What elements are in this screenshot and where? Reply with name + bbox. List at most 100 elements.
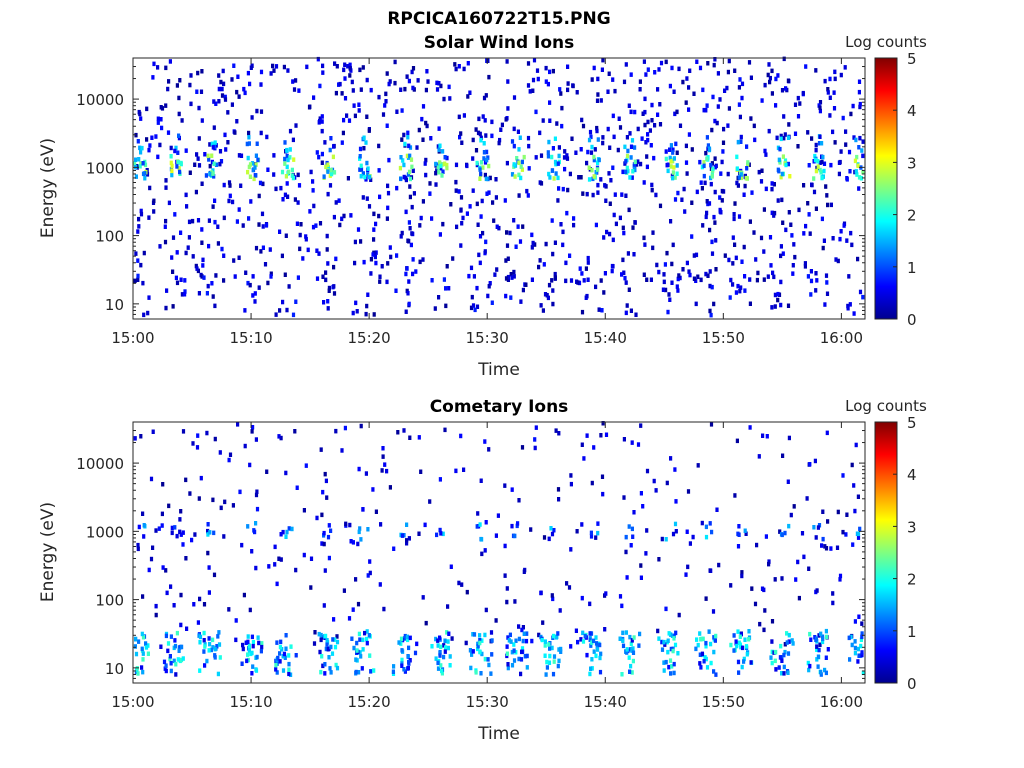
heatmap-cell bbox=[425, 69, 429, 74]
heatmap-cell bbox=[521, 224, 525, 229]
heatmap-cell bbox=[629, 641, 633, 647]
heatmap-cell bbox=[644, 140, 648, 145]
heatmap-cell bbox=[232, 63, 236, 68]
heatmap-cell bbox=[521, 638, 525, 644]
heatmap-cell bbox=[358, 526, 362, 531]
heatmap-cell bbox=[231, 199, 235, 205]
heatmap-cell bbox=[499, 127, 503, 132]
heatmap-cell bbox=[240, 661, 244, 666]
heatmap-cell bbox=[348, 522, 352, 528]
heatmap-cell bbox=[625, 165, 629, 171]
heatmap-cell bbox=[687, 132, 691, 137]
heatmap-cell bbox=[786, 78, 790, 83]
heatmap-cell bbox=[482, 150, 486, 155]
heatmap-cell bbox=[430, 644, 434, 649]
heatmap-cell bbox=[685, 76, 689, 81]
heatmap-cell bbox=[358, 146, 363, 152]
heatmap-cell bbox=[824, 628, 828, 634]
heatmap-cell bbox=[246, 657, 250, 663]
heatmap-cell bbox=[600, 474, 605, 479]
heatmap-cell bbox=[762, 627, 766, 633]
heatmap-cell bbox=[773, 649, 778, 655]
heatmap-cell bbox=[133, 161, 137, 166]
heatmap-cell bbox=[736, 283, 740, 289]
heatmap-cell bbox=[666, 309, 670, 315]
heatmap-cell bbox=[760, 168, 764, 173]
heatmap-cell bbox=[488, 175, 492, 181]
heatmap-cell bbox=[544, 241, 548, 247]
heatmap-cell bbox=[690, 234, 694, 239]
heatmap-cell bbox=[699, 665, 703, 670]
colorbar-gradient bbox=[874, 57, 898, 320]
heatmap-cell bbox=[406, 654, 410, 659]
heatmap-cell bbox=[434, 161, 438, 167]
colorbar-tick-label: 2 bbox=[907, 207, 917, 225]
heatmap-cell bbox=[321, 663, 325, 669]
heatmap-cell bbox=[773, 292, 777, 298]
heatmap-cell bbox=[520, 445, 525, 450]
heatmap-cell bbox=[172, 658, 176, 664]
heatmap-cell bbox=[642, 180, 646, 185]
heatmap-cell bbox=[587, 137, 592, 143]
heatmap-cell bbox=[168, 654, 172, 659]
heatmap-cell bbox=[438, 143, 442, 148]
heatmap-cell bbox=[601, 421, 605, 426]
heatmap-cells bbox=[133, 421, 865, 677]
heatmap-cell bbox=[364, 471, 368, 476]
heatmap-cell bbox=[366, 573, 370, 578]
heatmap-cell bbox=[148, 143, 152, 148]
heatmap-cell bbox=[301, 256, 305, 261]
heatmap-cell bbox=[632, 252, 636, 257]
heatmap-cell bbox=[800, 531, 805, 536]
heatmap-cell bbox=[810, 136, 814, 141]
heatmap-cell bbox=[251, 293, 255, 298]
heatmap-cell bbox=[323, 662, 327, 667]
x-tick-label: 15:00 bbox=[111, 329, 154, 347]
heatmap-cell bbox=[139, 434, 143, 439]
heatmap-cell bbox=[445, 165, 449, 171]
x-tick-label: 15:20 bbox=[348, 329, 391, 347]
heatmap-cell bbox=[438, 160, 442, 165]
heatmap-cell bbox=[835, 545, 840, 550]
heatmap-cell bbox=[748, 219, 752, 224]
heatmap-cell bbox=[592, 638, 596, 644]
heatmap-cell bbox=[347, 616, 352, 621]
heatmap-cell bbox=[685, 171, 689, 176]
heatmap-cell bbox=[569, 481, 573, 487]
heatmap-cell bbox=[818, 167, 822, 173]
heatmap-cell bbox=[675, 150, 679, 155]
heatmap-cell bbox=[546, 81, 550, 87]
heatmap-cell bbox=[768, 79, 772, 85]
heatmap-cell bbox=[601, 57, 605, 63]
heatmap-cell bbox=[682, 186, 686, 192]
heatmap-cell bbox=[437, 147, 441, 153]
heatmap-cell bbox=[219, 159, 224, 164]
heatmap-cell bbox=[790, 233, 794, 238]
heatmap-cell bbox=[781, 154, 785, 159]
heatmap-cell bbox=[199, 475, 203, 481]
heatmap-cell bbox=[351, 540, 355, 545]
heatmap-cell bbox=[667, 664, 671, 670]
heatmap-cell bbox=[204, 173, 208, 178]
heatmap-cell bbox=[254, 173, 258, 178]
heatmap-cell bbox=[718, 207, 722, 213]
heatmap-cell bbox=[743, 528, 747, 533]
heatmap-cell bbox=[776, 198, 780, 203]
heatmap-cell bbox=[434, 182, 438, 187]
heatmap-cell bbox=[759, 235, 764, 241]
heatmap-cell bbox=[176, 657, 180, 662]
heatmap-cell bbox=[530, 277, 534, 282]
heatmap-cell bbox=[780, 658, 784, 663]
heatmap-cell bbox=[237, 94, 241, 99]
heatmap-cell bbox=[485, 157, 489, 163]
heatmap-cell bbox=[645, 528, 649, 533]
heatmap-cell bbox=[469, 265, 474, 271]
heatmap-cell bbox=[633, 109, 637, 115]
heatmap-cell bbox=[824, 670, 828, 676]
heatmap-cell bbox=[831, 600, 835, 606]
heatmap-cell bbox=[859, 643, 863, 649]
heatmap-cell bbox=[671, 150, 675, 155]
heatmap-cell bbox=[160, 125, 164, 131]
heatmap-cell bbox=[670, 173, 674, 179]
heatmap-cell bbox=[861, 153, 865, 159]
